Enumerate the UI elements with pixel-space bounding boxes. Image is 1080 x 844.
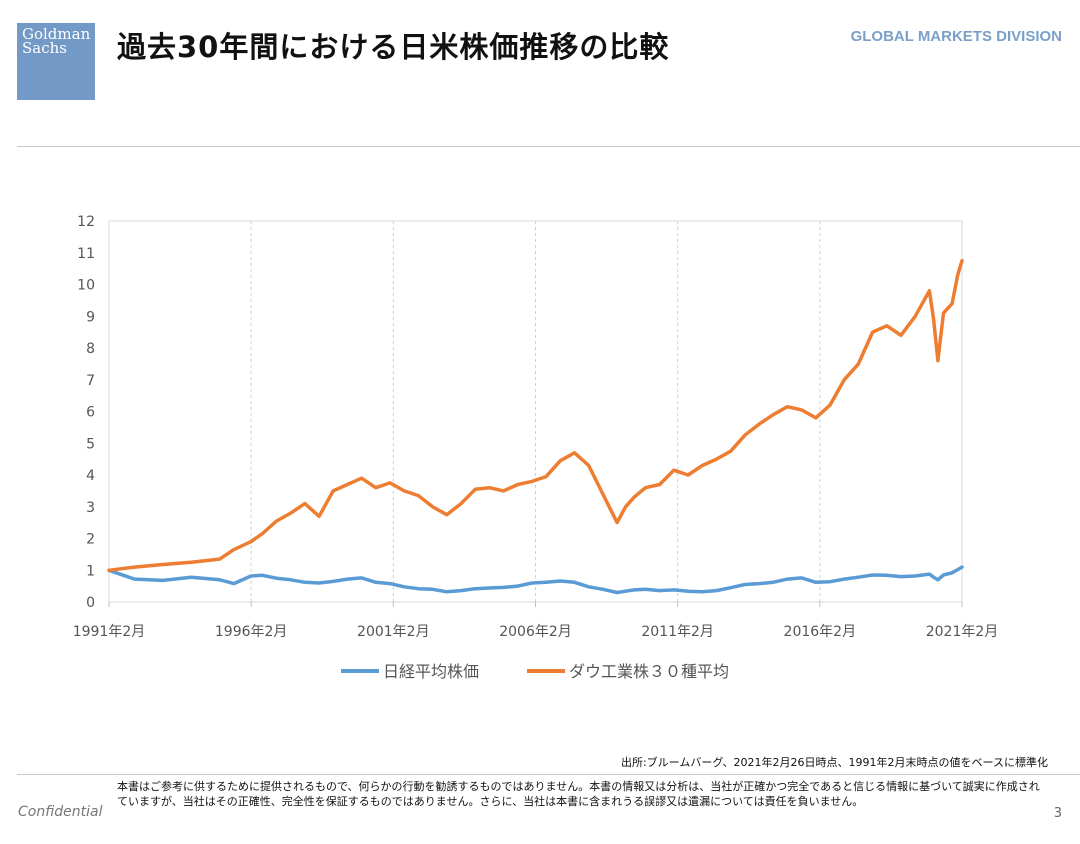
x-tick-label: 1991年2月 — [73, 624, 146, 640]
dow-series-line — [107, 258, 964, 573]
division-label: GLOBAL MARKETS DIVISION — [850, 28, 1062, 45]
y-tick-label: 1 — [86, 563, 95, 579]
plot-area — [108, 220, 963, 603]
disclaimer-text: 本書はご参考に供するために提供されるもので、何らかの行動を勧誘するものではありま… — [117, 780, 1040, 808]
y-tick-label: 5 — [86, 436, 95, 452]
logo-text: Goldman Sachs — [22, 25, 91, 57]
x-tick-label: 2001年2月 — [357, 624, 430, 640]
legend-label: 日経平均株価 — [383, 662, 479, 681]
y-tick-label: 11 — [77, 246, 95, 262]
y-tick-label: 12 — [77, 214, 95, 230]
header-divider — [17, 146, 1080, 147]
x-tick-label: 1996年2月 — [215, 624, 288, 640]
page-title: 過去30年間における日米株価推移の比較 — [117, 30, 670, 64]
x-tick-label: 2011年2月 — [641, 624, 714, 640]
y-tick-label: 6 — [86, 405, 95, 421]
nikkei-series-line — [107, 565, 964, 595]
y-tick-label: 9 — [86, 309, 95, 325]
legend-label: ダウ工業株３０種平均 — [569, 662, 729, 681]
y-tick-label: 4 — [86, 468, 95, 484]
x-tick-label: 2006年2月 — [499, 624, 572, 640]
goldman-sachs-logo: Goldman Sachs — [17, 23, 95, 100]
page-number: 3 — [1053, 806, 1062, 821]
y-tick-label: 2 — [86, 532, 95, 548]
footer-divider — [17, 774, 1080, 775]
y-tick-label: 7 — [86, 373, 95, 389]
x-tick-label: 2021年2月 — [926, 624, 999, 640]
x-tick-label: 2016年2月 — [784, 624, 857, 640]
y-tick-label: 8 — [86, 341, 95, 357]
source-note: 出所:ブルームバーグ、2021年2月26日時点、1991年2月末時点の値をベース… — [620, 756, 1048, 769]
y-tick-label: 3 — [86, 500, 95, 516]
y-tick-label: 0 — [86, 595, 95, 611]
y-tick-label: 10 — [77, 278, 95, 294]
confidential-label: Confidential — [18, 804, 103, 820]
